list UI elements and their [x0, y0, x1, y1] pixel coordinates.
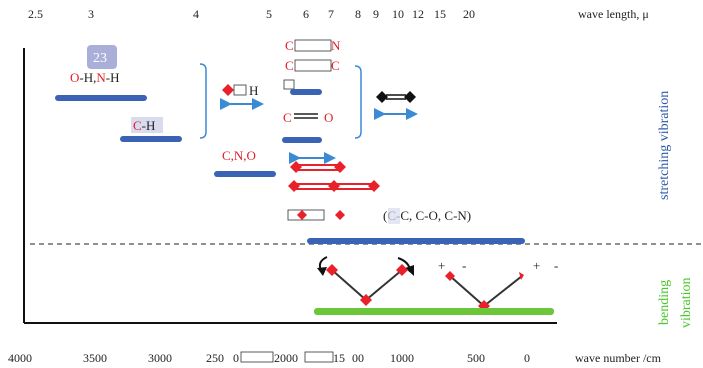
wn-tick: 0: [233, 351, 239, 365]
svg-text:C: C: [331, 58, 340, 73]
wl-tick: 20: [463, 7, 475, 21]
wn-axis-label: wave number /cm: [575, 351, 662, 365]
band-ch: [120, 136, 182, 142]
wl-tick: 9: [373, 7, 379, 21]
wn-tick: 4000: [8, 351, 32, 365]
wl-axis-label: wave length, μ: [578, 7, 649, 21]
label-bg: [388, 208, 400, 224]
single-bond-diagram: [287, 209, 345, 221]
svg-text:+: +: [533, 258, 540, 273]
ring-bond-diagram: [288, 161, 380, 192]
svg-text:-: -: [554, 258, 558, 273]
svg-text:C: C: [285, 38, 294, 53]
bending-diagram-in-plane: [317, 256, 414, 306]
svg-text:+: +: [438, 258, 445, 273]
wn-tick: 0: [524, 351, 530, 365]
label-cno: C,N,O: [222, 148, 256, 163]
wn-tick: 500: [467, 351, 485, 365]
wl-tick: 7: [328, 7, 334, 21]
svg-text:N: N: [331, 38, 341, 53]
wl-tick: 5: [266, 7, 272, 21]
svg-text:H: H: [249, 83, 258, 98]
wavelength-axis: 2.5 3 4 5 6 7 8 9 10 12 15 20 wave lengt…: [28, 7, 649, 21]
svg-text:O: O: [324, 110, 333, 125]
bending-diagram-out-of-plane: + - + -: [438, 258, 558, 312]
wn-tick: 1000: [390, 351, 414, 365]
label-oh-nh: O-H,N-H: [70, 70, 119, 85]
label-c-double-o: C O: [283, 110, 333, 125]
triple-bond-labels: C N C C: [285, 38, 341, 73]
svg-text:23: 23: [93, 51, 107, 66]
wn-tick: 250: [206, 351, 224, 365]
wl-tick: 2.5: [28, 7, 43, 21]
bracket: [354, 65, 362, 139]
band-bending: [314, 308, 554, 315]
slide-number-badge: 23: [87, 45, 117, 69]
garbled-glyph: [240, 351, 274, 363]
wn-tick: 3500: [83, 351, 107, 365]
label-bg: [131, 117, 163, 133]
stretching-label: stretching vibration: [657, 91, 672, 200]
wl-tick: 15: [434, 7, 446, 21]
wl-tick: 6: [303, 7, 309, 21]
band-triple: [290, 89, 322, 95]
bending-label: bending: [657, 280, 672, 325]
wl-tick: 8: [355, 7, 361, 21]
svg-text:C: C: [285, 58, 294, 73]
bracket: [199, 63, 207, 139]
svg-text:-: -: [462, 258, 466, 273]
wl-tick: 4: [193, 7, 199, 21]
wl-tick: 3: [88, 7, 94, 21]
garbled-glyph: [283, 79, 295, 90]
band-oh-nh: [55, 95, 147, 101]
band-single-bonds: [307, 238, 525, 244]
wavenumber-axis: 4000 3500 3000 250 0 2000 15 00 1000 500…: [8, 351, 662, 365]
band-xh: [214, 171, 276, 177]
double-bond-diagram: [376, 91, 416, 103]
wn-tick: 15: [333, 351, 345, 365]
x-h-bond-diagram: H: [222, 83, 258, 98]
wn-tick: 00: [352, 351, 364, 365]
wl-tick: 12: [412, 7, 424, 21]
label-ch: C-H: [133, 118, 155, 133]
svg-text:C: C: [283, 110, 292, 125]
bending-label: vibration: [679, 277, 694, 328]
wl-tick: 10: [392, 7, 404, 21]
wn-tick: 2000: [274, 351, 298, 365]
wn-tick: 3000: [148, 351, 172, 365]
band-c-double-o: [282, 137, 322, 143]
garbled-glyph: [304, 351, 334, 363]
